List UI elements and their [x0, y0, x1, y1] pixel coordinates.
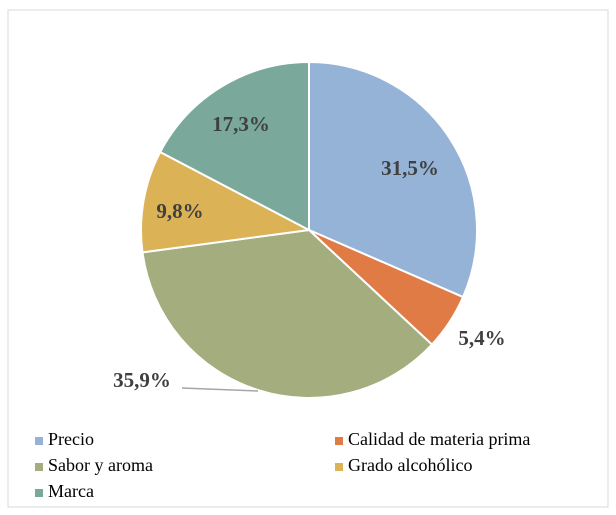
- pie-slice: [141, 228, 434, 399]
- legend-swatch: [335, 463, 343, 471]
- leader-line: [181, 387, 259, 392]
- legend-label: Grado alcohólico: [348, 455, 472, 475]
- data-label: 31,5%: [381, 156, 439, 180]
- legend-swatch: [35, 437, 43, 445]
- pie-slice: [308, 60, 478, 299]
- legend-label: Calidad de materia prima: [348, 429, 530, 449]
- legend-swatch: [35, 463, 43, 471]
- data-label: 9,8%: [156, 199, 203, 223]
- pie-slice: [140, 150, 313, 254]
- data-label: 17,3%: [212, 112, 270, 136]
- legend-label: Sabor y aroma: [48, 455, 153, 475]
- legend-label: Marca: [48, 481, 94, 501]
- legend-swatch: [35, 489, 43, 497]
- legend-label: Precio: [48, 429, 94, 449]
- legend-swatch: [335, 437, 343, 445]
- pie-slice: [158, 60, 310, 232]
- data-label: 5,4%: [458, 326, 505, 350]
- data-label: 35,9%: [113, 368, 171, 392]
